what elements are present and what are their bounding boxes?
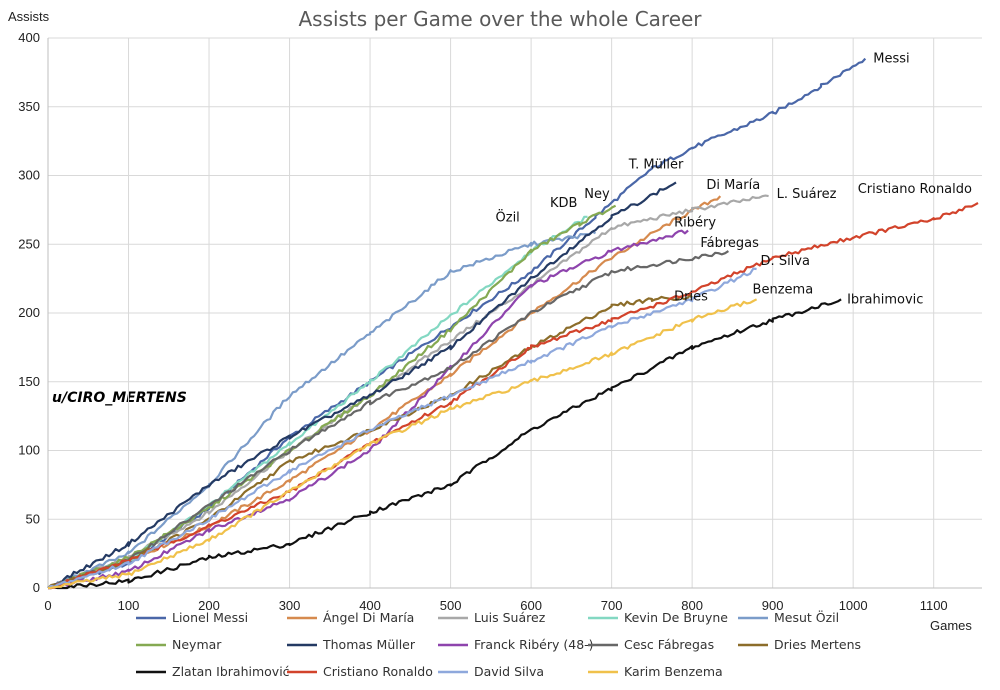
legend-entry: Franck Ribéry (48-) [474,637,594,652]
series-end-label: Di María [706,178,760,193]
legend-entry: Thomas Müller [322,637,416,652]
series-line [47,250,729,590]
legend-entry: Luis Suárez [474,610,546,625]
series-end-label: Ney [584,187,610,202]
series-end-label: Ribéry [674,216,716,231]
series-lines [47,57,979,590]
y-tick-label: 300 [18,168,40,183]
series-end-label: Ibrahimovic [847,292,923,307]
x-tick-label: 700 [601,598,623,613]
series-end-label: KDB [550,196,577,211]
series-end-label: T. Müller [628,157,684,172]
series-end-label: D. Silva [761,254,810,269]
x-tick-label: 100 [118,598,140,613]
x-tick-label: 300 [279,598,301,613]
series-line [47,230,597,589]
y-tick-label: 50 [26,511,40,526]
y-tick-label: 250 [18,236,40,251]
x-tick-labels: 0 100 200 300 400 500 600 700 800 900 1000 1100 [44,598,947,613]
x-tick-label: 600 [520,598,542,613]
series-end-label: L. Suárez [777,187,837,202]
series-line [48,229,689,590]
x-tick-label: 500 [440,598,462,613]
y-tick-label: 200 [18,305,40,320]
legend-entry: David Silva [474,664,544,679]
series-line [47,215,588,589]
y-tick-label: 400 [18,30,40,45]
y-axis-label: Assists [8,9,50,24]
y-tick-label: 350 [18,99,40,114]
legend-entry: Cristiano Ronaldo [323,664,433,679]
x-tick-label: 800 [681,598,703,613]
y-tick-label: 100 [18,443,40,458]
y-tick-label: 150 [18,374,40,389]
legend-entry: Mesut Özil [774,609,839,625]
x-tick-label: 400 [359,598,381,613]
series-end-label: Messi [873,52,909,67]
legend-entry: Cesc Fábregas [624,637,714,652]
series-line [48,202,979,590]
series-end-labels: Messi Di María L. Suárez KDB Özil Ney T. Mülle… [496,52,973,308]
y-tick-label: 0 [33,580,40,595]
legend-entry: Lionel Messi [172,610,248,625]
x-tick-label: 900 [762,598,784,613]
series-line [47,204,617,589]
legend-entry: Karim Benzema [624,664,723,679]
legend: Lionel Messi Ángel Di María Luis Suárez Kev… [136,609,861,679]
gridlines [47,37,982,589]
y-tick-labels: 0 50 100 150 200 250 300 350 400 [18,30,40,595]
series-line [47,298,842,590]
series-line [47,267,757,589]
series-end-label: Dries [674,290,708,305]
series-line [47,298,758,590]
series-line [47,181,677,590]
legend-entry: Kevin De Bruyne [624,610,728,625]
axes [47,38,982,589]
x-tick-label: 1100 [920,598,948,613]
x-axis-label: Games [930,618,972,633]
x-tick-label: 200 [198,598,220,613]
series-end-label: Benzema [753,282,814,297]
x-tick-label: 0 [44,598,51,613]
x-tick-label: 1000 [839,598,868,613]
series-end-label: Fábregas [700,236,759,251]
chart-title: Assists per Game over the whole Career [298,7,702,31]
legend-entry: Ángel Di María [323,610,414,625]
legend-entry: Zlatan Ibrahimović [172,664,290,679]
series-end-label: Özil [496,208,520,225]
legend-entry: Neymar [172,637,222,652]
series-end-label: Cristiano Ronaldo [858,182,972,197]
watermark-text: u/CIRO_MERTENS [52,390,187,406]
legend-entry: Dries Mertens [774,637,861,652]
